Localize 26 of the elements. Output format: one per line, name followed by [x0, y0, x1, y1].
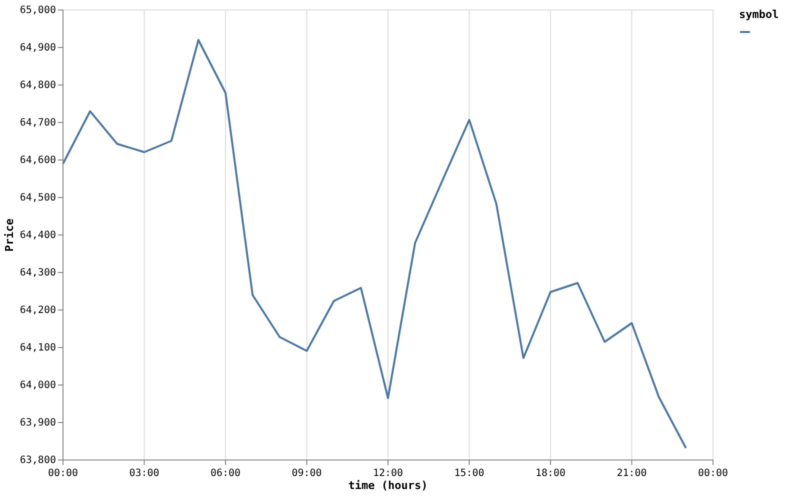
y-tick-label: 64,500 — [20, 192, 56, 204]
x-tick-label: 21:00 — [616, 468, 647, 479]
y-tick-label: 64,800 — [20, 80, 56, 92]
y-axis-title: Price — [3, 218, 16, 252]
y-tick-label: 64,000 — [20, 380, 56, 392]
y-tick-label: 63,800 — [20, 455, 56, 466]
x-tick-label: 12:00 — [372, 468, 404, 479]
y-tick-label: 64,200 — [20, 305, 56, 316]
y-tick-label: 64,600 — [20, 155, 56, 166]
y-tick-label: 64,100 — [20, 342, 56, 354]
y-tick-label: 63,900 — [20, 418, 56, 429]
y-tick-label: 65,000 — [20, 5, 56, 16]
line-series — [62, 39, 687, 449]
x-tick-label: 09:00 — [292, 468, 322, 479]
legend-title: symbol — [739, 8, 779, 21]
x-tick-label: 06:00 — [210, 468, 241, 479]
x-tick-label: 18:00 — [535, 468, 566, 479]
x-tick-label: 00:00 — [698, 468, 728, 479]
x-tick-label: 00:00 — [48, 468, 78, 479]
x-axis-title: time (hours) — [348, 479, 428, 492]
y-tick-label: 64,300 — [20, 268, 56, 279]
x-tick-label: 15:00 — [454, 468, 484, 479]
y-tick-label: 64,400 — [20, 230, 56, 242]
y-tick-label: 64,900 — [20, 42, 56, 54]
x-tick-label: 03:00 — [129, 468, 160, 479]
y-tick-label: 64,700 — [20, 118, 56, 129]
